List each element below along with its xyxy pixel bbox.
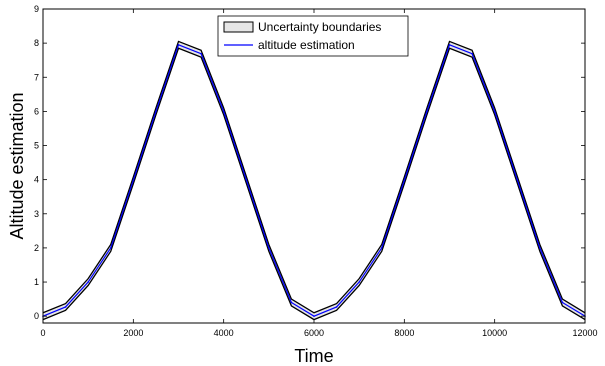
data-point (448, 44, 451, 46)
y-tick-label: 8 (34, 38, 39, 48)
x-tick-label: 4000 (214, 328, 234, 338)
data-point (471, 52, 473, 55)
y-tick-label: 4 (34, 175, 39, 185)
data-point (561, 301, 564, 304)
data-point (64, 306, 67, 308)
data-point (493, 110, 496, 113)
data-point (155, 110, 157, 113)
data-point (403, 179, 406, 182)
x-tick-label: 0 (40, 328, 45, 338)
data-point (335, 306, 338, 308)
legend-band-swatch (223, 21, 254, 33)
legend: Uncertainty boundaries altitude estimati… (217, 15, 409, 57)
legend-label-altitude: altitude estimation (258, 38, 355, 52)
data-point (426, 110, 428, 113)
x-tick-label: 2000 (123, 328, 143, 338)
y-axis-label: Altitude estimation (7, 92, 27, 239)
y-tick-label: 1 (34, 277, 39, 287)
x-tick-label: 12000 (572, 328, 597, 338)
y-tick-label: 7 (34, 72, 39, 82)
data-point (290, 301, 293, 304)
y-tick-label: 6 (34, 106, 39, 116)
data-point (313, 315, 315, 317)
data-point (177, 44, 180, 46)
ticks-layer: 0 2000 4000 6000 8000 10000 12000 0 1 2 3 4 5 6 7 8 9 (34, 4, 598, 338)
y-tick-label: 9 (34, 4, 39, 14)
y-tick-label: 3 (34, 209, 39, 219)
data-point (245, 178, 248, 181)
uncertainty-upper-bound (42, 40, 586, 314)
x-tick-label: 8000 (394, 328, 414, 338)
x-tick-label: 6000 (304, 328, 324, 338)
data-point (358, 281, 360, 283)
data-point (539, 247, 541, 249)
y-tick-label: 0 (34, 311, 39, 321)
legend-label-uncertainty: Uncertainty boundaries (258, 20, 381, 34)
data-point (380, 247, 383, 249)
data-point (268, 247, 270, 249)
x-tick-label: 10000 (482, 328, 507, 338)
data-point (222, 110, 225, 113)
y-tick-label: 2 (34, 243, 39, 253)
data-point (132, 179, 135, 182)
data-point (516, 178, 519, 181)
y-tick-label: 5 (34, 141, 39, 151)
data-point (109, 247, 112, 249)
x-axis-label: Time (294, 346, 333, 366)
data-point (200, 52, 202, 55)
data-point (87, 281, 89, 283)
